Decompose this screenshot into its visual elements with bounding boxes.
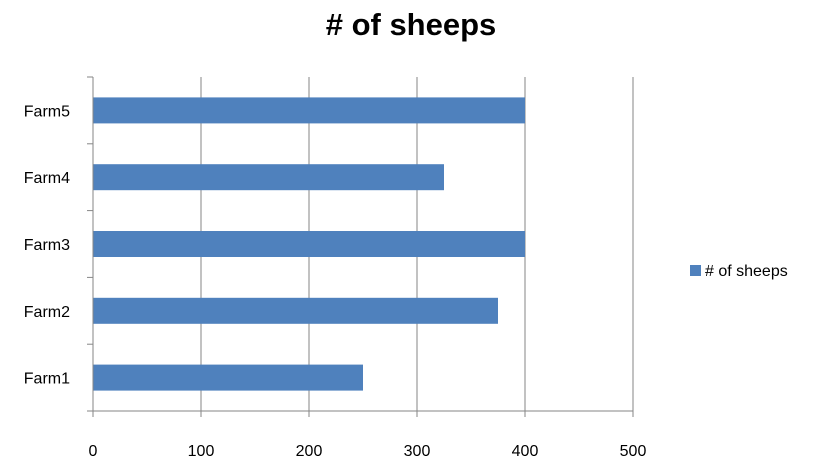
bar [93,231,525,257]
bar [93,164,444,191]
bar [93,297,498,324]
legend: # of sheeps [690,263,788,280]
chart-title: # of sheeps [326,7,497,42]
bar [93,97,525,124]
legend-swatch [690,265,701,276]
x-tick-label: 300 [404,443,431,460]
legend-label: # of sheeps [705,263,788,280]
y-tick-label: Farm4 [24,170,70,187]
x-tick-label: 100 [188,443,215,460]
x-axis-tick-labels: 0 100 200 300 400 500 [89,443,647,460]
y-tick-label: Farm3 [24,237,70,254]
bar [93,364,363,391]
x-tick-label: 500 [620,443,647,460]
y-axis-tick-labels: Farm1 Farm2 Farm3 Farm4 Farm5 [24,103,70,387]
x-tick-label: 400 [512,443,539,460]
x-tick-label: 200 [296,443,323,460]
bars [93,97,525,391]
y-tick-label: Farm1 [24,371,70,388]
axes [87,76,634,417]
y-tick-label: Farm5 [24,103,70,120]
x-tick-label: 0 [89,443,98,460]
y-tick-label: Farm2 [24,304,70,321]
